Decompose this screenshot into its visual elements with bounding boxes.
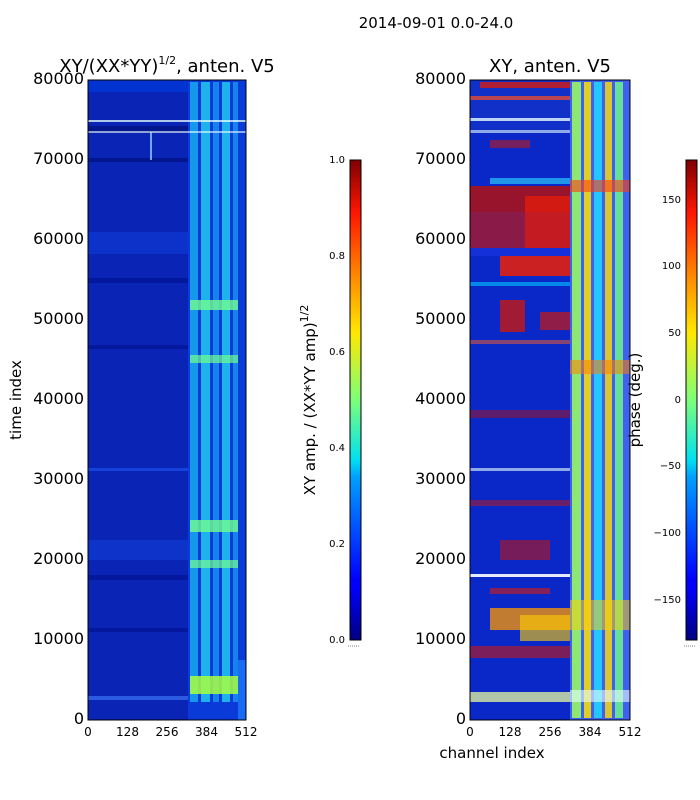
panel2-colorbar: −150 −100 −50 0 50 100 150 phase (deg.) xyxy=(626,159,698,647)
panel1-ytick-label: 40000 xyxy=(33,389,84,408)
panel2-heatmap xyxy=(470,80,630,720)
cbar1-tick-label: 0.6 xyxy=(329,347,345,358)
cbar2-tick-label: 150 xyxy=(662,195,681,206)
panel2-ytick-label: 70000 xyxy=(415,149,466,168)
panel1-heatmap xyxy=(88,80,246,720)
panel1-xaxis: 0 128 256 384 512 xyxy=(84,725,257,739)
cbar2-tick-label: 50 xyxy=(668,328,681,339)
panel1-title: XY/(XX*YY)1/2, anten. V5 xyxy=(59,54,274,77)
panel2-ytick-label: 10000 xyxy=(415,629,466,648)
cbar2-label: phase (deg.) xyxy=(626,353,644,448)
panel-phase: XY, anten. V5 xyxy=(415,56,698,762)
cbar2-tick-label: 100 xyxy=(662,261,681,272)
panel1-xtick-label: 256 xyxy=(156,725,179,739)
panel2-frame xyxy=(469,79,631,721)
panel2-yaxis: 0 10000 20000 30000 40000 50000 60000 70… xyxy=(415,69,466,728)
panel2-ytick-label: 60000 xyxy=(415,229,466,248)
cbar1-tick-label: 0.0 xyxy=(329,635,345,646)
cbar2-tick-label: −150 xyxy=(654,595,681,606)
panel1-yaxis: 0 10000 20000 30000 40000 50000 60000 70… xyxy=(33,69,84,728)
panel1-ytick-label: 0 xyxy=(74,709,84,728)
panel1-xtick-label: 0 xyxy=(84,725,92,739)
cbar2-tick-label: −50 xyxy=(660,461,681,472)
panel2-xtick-label: 0 xyxy=(466,725,474,739)
panel2-xlabel: channel index xyxy=(439,744,544,762)
panel2-ytick-label: 40000 xyxy=(415,389,466,408)
panel1-ytick-label: 20000 xyxy=(33,549,84,568)
panel-amplitude: XY/(XX*YY)1/2, anten. V5 xyxy=(7,54,362,739)
panel2-xtick-label: 256 xyxy=(539,725,562,739)
cbar1-tick-label: 0.4 xyxy=(329,443,345,454)
panel2-xtick-label: 128 xyxy=(499,725,522,739)
panel1-ytick-label: 80000 xyxy=(33,69,84,88)
cbar2-tick-label: 0 xyxy=(675,395,681,406)
panel1-frame xyxy=(87,79,247,721)
panel2-xtick-label: 384 xyxy=(579,725,602,739)
cbar1-tick-label: 0.2 xyxy=(329,539,345,550)
panel2-ytick-label: 30000 xyxy=(415,469,466,488)
panel1-ytick-label: 50000 xyxy=(33,309,84,328)
cbar1-tick-label: 0.8 xyxy=(329,251,345,262)
panel2-xaxis: 0 128 256 384 512 xyxy=(466,725,641,739)
cbar1-tick-label: 1.0 xyxy=(329,155,345,166)
panel2-title: XY, anten. V5 xyxy=(489,56,611,77)
panel1-xtick-label: 384 xyxy=(195,725,218,739)
panel2-xtick-label: 512 xyxy=(619,725,642,739)
cbar2-tick-label: −100 xyxy=(654,528,681,539)
figure-suptitle: 2014-09-01 0.0-24.0 xyxy=(359,14,514,32)
cbar1-label: XY amp. / (XX*YY amp)1/2 xyxy=(298,305,319,496)
panel2-ytick-label: 0 xyxy=(456,709,466,728)
panel1-xtick-label: 512 xyxy=(235,725,258,739)
panel1-xtick-label: 128 xyxy=(116,725,139,739)
panel1-colorbar: 0.0 0.2 0.4 0.6 0.8 1.0 XY amp. / (XX*YY… xyxy=(298,155,362,647)
panel2-ytick-label: 50000 xyxy=(415,309,466,328)
panel1-ytick-label: 10000 xyxy=(33,629,84,648)
panel1-ytick-label: 60000 xyxy=(33,229,84,248)
panel1-ylabel: time index xyxy=(7,360,25,440)
panel2-ytick-label: 80000 xyxy=(415,69,466,88)
panel1-ytick-label: 30000 xyxy=(33,469,84,488)
panel2-ytick-label: 20000 xyxy=(415,549,466,568)
panel1-ytick-label: 70000 xyxy=(33,149,84,168)
